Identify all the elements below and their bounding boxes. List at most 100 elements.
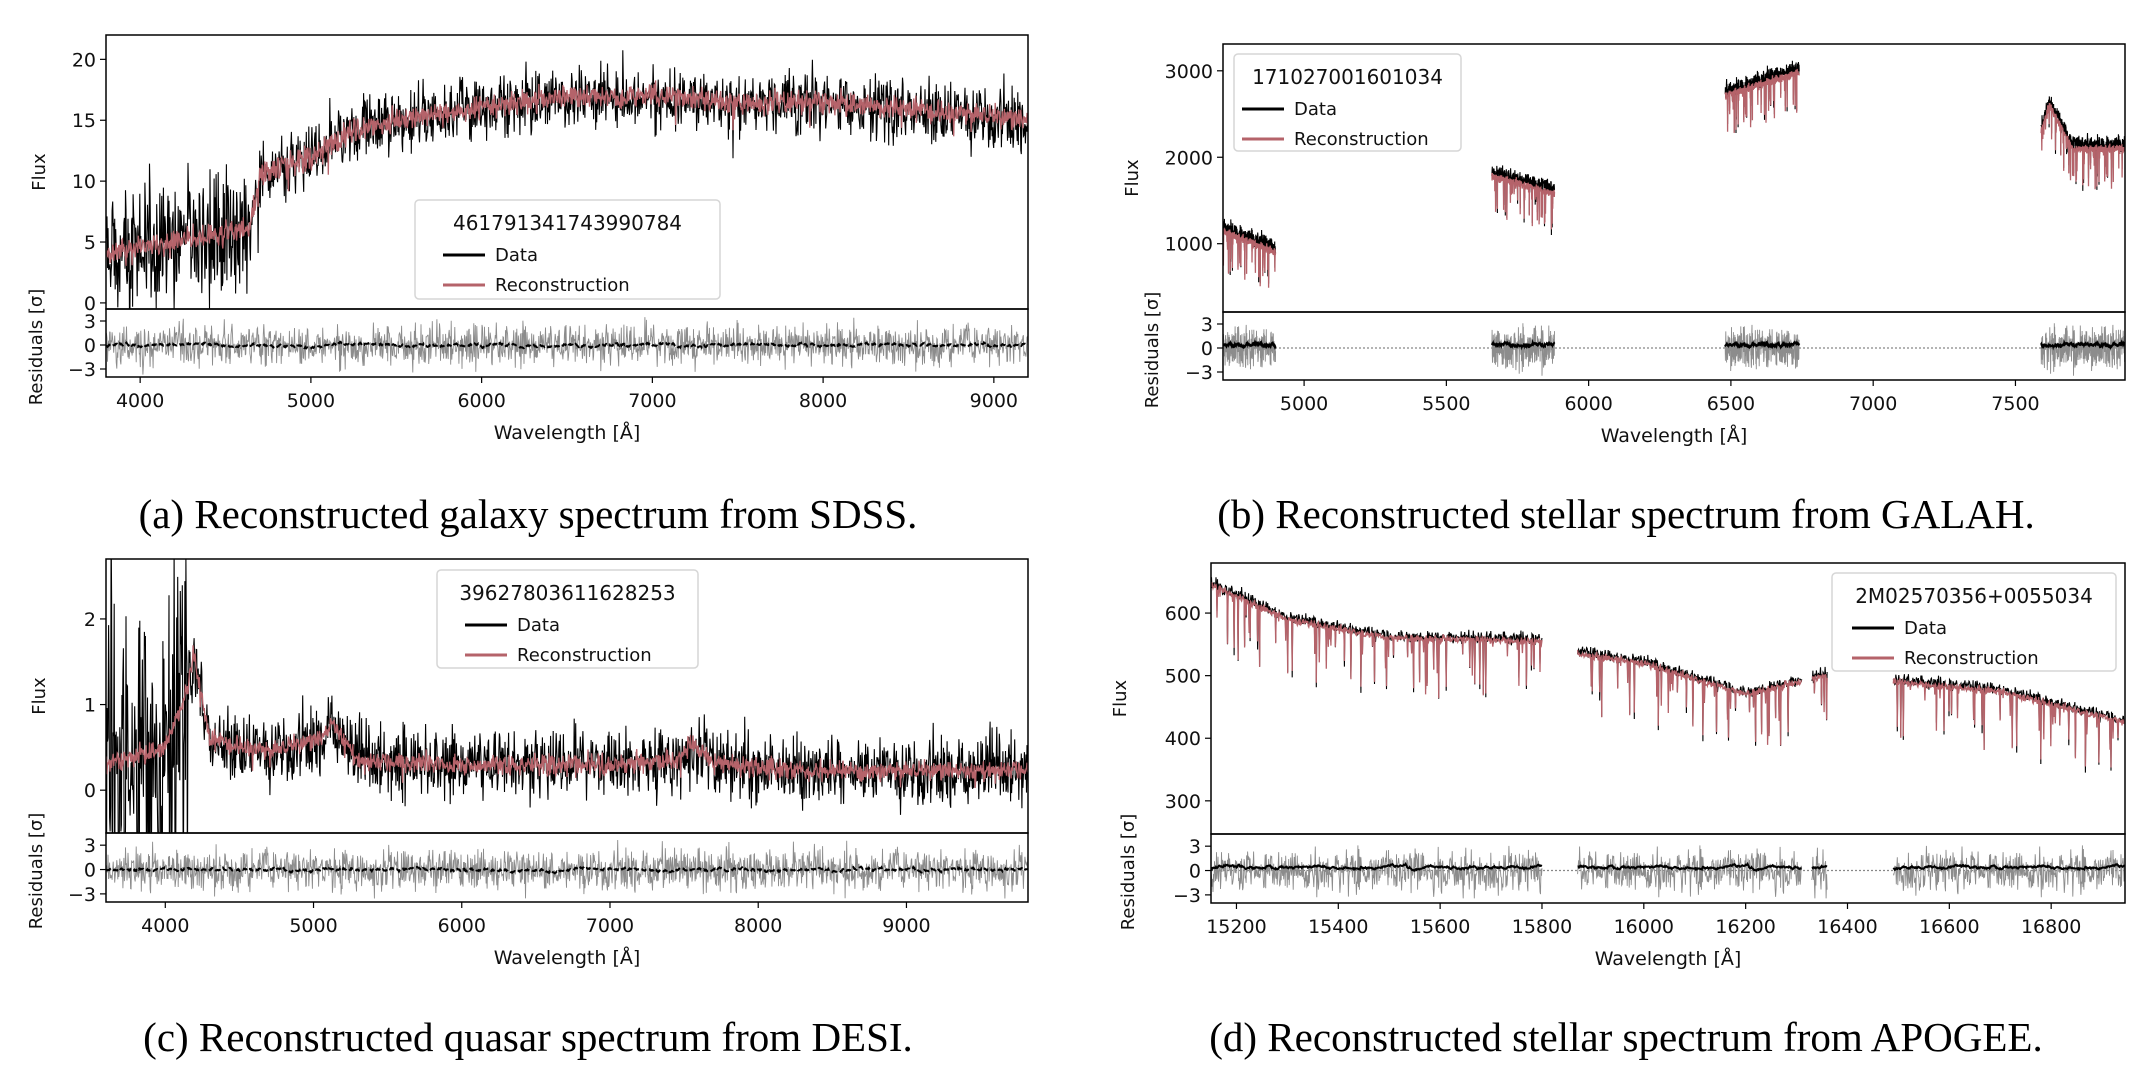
- residual-y-tick-label: −3: [1173, 885, 1201, 907]
- caption-d: (d) Reconstructed stellar spectrum from …: [1209, 1014, 2043, 1060]
- legend-label: Reconstruction: [495, 275, 630, 296]
- legend-box: [1233, 53, 1462, 152]
- data-series-line: [1223, 60, 2125, 284]
- x-tick-label: 9000: [970, 390, 1018, 412]
- y-axis-label: Flux: [29, 677, 50, 715]
- caption-c: (c) Reconstructed quasar spectrum from D…: [143, 1014, 913, 1060]
- x-axis-label: Wavelength [Å]: [1595, 947, 1742, 970]
- y-tick-label: 10: [72, 171, 96, 193]
- x-tick-label: 8000: [799, 390, 847, 412]
- y-tick-label: 400: [1165, 728, 1201, 750]
- caption-a: (a) Reconstructed galaxy spectrum from S…: [138, 491, 918, 537]
- x-tick-label: 16800: [2021, 916, 2081, 938]
- y-tick-label: 1: [84, 695, 96, 717]
- x-tick-label: 8000: [734, 915, 782, 937]
- caption-b: (b) Reconstructed stellar spectrum from …: [1217, 491, 2035, 537]
- residual-axes-frame: [1210, 833, 2126, 904]
- x-tick-label: 16000: [1614, 916, 1674, 938]
- y-tick-label: 0: [84, 293, 96, 315]
- y-axis-label: Flux: [29, 153, 50, 191]
- x-tick-label: 7000: [628, 390, 676, 412]
- reconstruction-series-line: [106, 645, 1028, 789]
- legend-label: Data: [1904, 618, 1947, 639]
- x-tick-label: 6500: [1707, 393, 1755, 415]
- y-tick-label: 15: [72, 110, 96, 132]
- residual-y-axis-label: Residuals [σ]: [1118, 814, 1139, 931]
- residual-mean-line: [106, 864, 1028, 875]
- reconstruction-series-line: [1223, 68, 2125, 288]
- residual-series-line: [1223, 323, 2125, 376]
- x-tick-label: 16600: [1919, 916, 1979, 938]
- residual-y-tick-label: 0: [1189, 861, 1201, 883]
- legend-title: 2M02570356+0055034: [1855, 584, 2093, 608]
- residual-y-axis-label: Residuals [σ]: [1142, 292, 1163, 409]
- residual-y-tick-label: 3: [84, 311, 96, 333]
- x-axis-label: Wavelength [Å]: [494, 421, 641, 444]
- legend-label: Data: [517, 615, 560, 636]
- x-tick-label: 4000: [141, 915, 189, 937]
- x-tick-label: 16400: [1817, 916, 1877, 938]
- residual-series-line: [106, 317, 1028, 375]
- residual-mean-line: [1211, 861, 2125, 872]
- residual-y-axis-label: Residuals [σ]: [26, 813, 47, 930]
- y-tick-label: 500: [1165, 666, 1201, 688]
- spectrum-panel-b: 5000 5500 6000 6500 7000 7500 1000 2000 3000 −303…: [1122, 43, 2126, 447]
- x-tick-label: 15600: [1410, 916, 1470, 938]
- residual-y-tick-label: 3: [84, 835, 96, 857]
- legend-label: Data: [1294, 99, 1337, 120]
- residual-mean-line: [1223, 339, 2125, 351]
- residual-y-tick-label: 0: [84, 860, 96, 882]
- legend-title: 461791341743990784: [453, 211, 682, 235]
- residual-mean-line: [106, 340, 1028, 351]
- reconstruction-series-line: [1211, 582, 2125, 768]
- residual-y-tick-label: 3: [1201, 314, 1213, 336]
- residual-y-tick-label: 0: [84, 335, 96, 357]
- x-tick-label: 5000: [287, 390, 335, 412]
- x-tick-label: 6000: [438, 915, 486, 937]
- x-axis-label: Wavelength [Å]: [494, 946, 641, 969]
- data-series-line: [106, 50, 1028, 309]
- y-tick-label: 2: [84, 609, 96, 631]
- x-tick-label: 5500: [1422, 393, 1470, 415]
- y-tick-label: 300: [1165, 791, 1201, 813]
- residual-y-tick-label: −3: [1185, 362, 1213, 384]
- residual-y-axis-label: Residuals [σ]: [26, 289, 47, 406]
- legend-box: [436, 569, 699, 669]
- x-tick-label: 16200: [1715, 916, 1775, 938]
- data-series-line: [106, 559, 1028, 833]
- y-tick-label: 5: [84, 232, 96, 254]
- residual-axes-frame: [105, 832, 1029, 903]
- x-axis-label: Wavelength [Å]: [1601, 424, 1748, 447]
- residual-axes-frame: [1222, 311, 2126, 381]
- x-tick-label: 9000: [882, 915, 930, 937]
- x-tick-label: 7000: [1849, 393, 1897, 415]
- y-tick-label: 0: [84, 780, 96, 802]
- reconstruction-series-line: [106, 80, 1028, 266]
- y-tick-label: 600: [1165, 603, 1201, 625]
- residual-axes-frame: [105, 308, 1029, 378]
- y-tick-label: 2000: [1165, 147, 1213, 169]
- spectrum-panel-c: 4000 5000 6000 7000 8000 9000012−303Wavelengt…: [26, 558, 1029, 969]
- legend-label: Reconstruction: [1294, 129, 1429, 150]
- x-tick-label: 15200: [1206, 916, 1266, 938]
- x-tick-label: 7000: [586, 915, 634, 937]
- y-tick-label: 1000: [1165, 234, 1213, 256]
- y-tick-label: 20: [72, 49, 96, 71]
- x-tick-label: 5000: [1280, 393, 1328, 415]
- legend-box: [1831, 572, 2117, 672]
- residual-series-line: [1211, 845, 2125, 899]
- legend-box: [414, 199, 721, 300]
- residual-y-tick-label: 0: [1201, 338, 1213, 360]
- y-axis-label: Flux: [1110, 679, 1131, 717]
- legend-label: Reconstruction: [517, 645, 652, 666]
- spectrum-panel-a: 4000 5000 6000 7000 8000 900005101520−303Wave…: [26, 34, 1029, 444]
- residual-y-tick-label: −3: [68, 359, 96, 381]
- x-tick-label: 6000: [1564, 393, 1612, 415]
- x-tick-label: 4000: [116, 390, 164, 412]
- x-tick-label: 5000: [289, 915, 337, 937]
- legend-label: Reconstruction: [1904, 648, 2039, 669]
- x-tick-label: 15400: [1308, 916, 1368, 938]
- legend-title: 39627803611628253: [459, 581, 675, 605]
- y-tick-label: 3000: [1165, 61, 1213, 83]
